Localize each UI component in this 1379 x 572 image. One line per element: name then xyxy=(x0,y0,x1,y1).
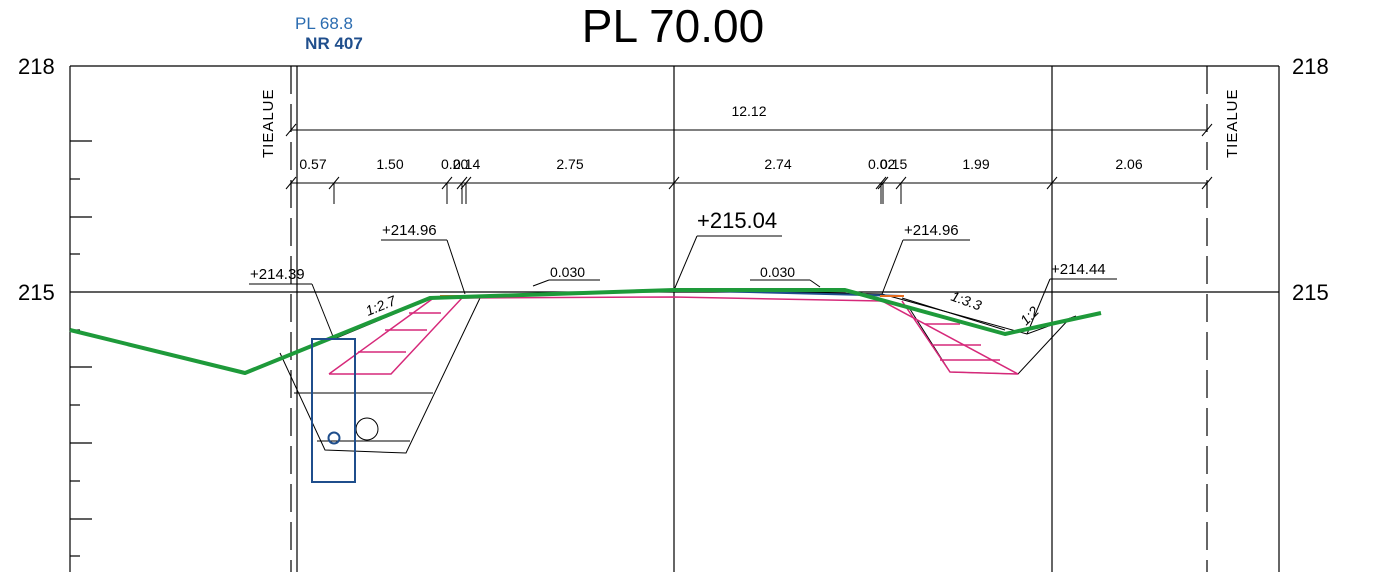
dimension-segment-6: 2.74 xyxy=(764,156,791,172)
level-left-shoulder: +214.96 xyxy=(382,222,437,239)
y-axis-label-218-right: 218 xyxy=(1292,54,1329,79)
reference-nr: NR 407 xyxy=(305,34,363,53)
dimension-segment-8: 0.15 xyxy=(880,156,907,172)
dimension-segment-2: 1.50 xyxy=(376,156,403,172)
level-right-ditch: +214.44 xyxy=(1051,261,1106,278)
reference-pl: PL 68.8 xyxy=(295,14,353,33)
pipe-icon xyxy=(327,431,341,445)
dimension-segment-9: 1.99 xyxy=(962,156,989,172)
level-leaders xyxy=(249,235,1117,340)
tiealue-left-label: TIEALUE xyxy=(260,88,277,158)
tiealue-right-label: TIEALUE xyxy=(1224,88,1241,158)
crossfall-right: 0.030 xyxy=(760,264,795,280)
dimension-lines xyxy=(285,123,1213,204)
dimension-segment-1: 0.57 xyxy=(299,156,326,172)
y-axis-label-215-left: 215 xyxy=(18,280,55,305)
y-axis-label-218-left: 218 xyxy=(18,54,55,79)
tiealue-boundaries xyxy=(290,66,1208,572)
level-left-ditch: +214.39 xyxy=(250,266,305,283)
pipe-box xyxy=(311,338,356,483)
level-right-shoulder: +214.96 xyxy=(904,222,959,239)
dimension-segment-7: 0.02 xyxy=(868,156,895,172)
y-axis-label-215-right: 215 xyxy=(1292,280,1329,305)
dimension-segment-3: 0.20 xyxy=(441,156,468,172)
dimension-segment-4: 0.14 xyxy=(453,156,480,172)
drawing-title: PL 70.00 xyxy=(582,0,764,52)
ground-line xyxy=(69,288,1102,375)
level-center: +215.04 xyxy=(697,208,777,233)
axis-frame xyxy=(69,65,1280,572)
crossfall-left: 0.030 xyxy=(550,264,585,280)
dimension-segment-10: 2.06 xyxy=(1115,156,1142,172)
dimension-total: 12.12 xyxy=(731,103,766,119)
dimension-segment-5: 2.75 xyxy=(556,156,583,172)
